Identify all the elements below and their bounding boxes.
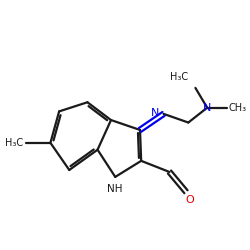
Text: CH₃: CH₃ [229, 103, 247, 113]
Text: H₃C: H₃C [5, 138, 23, 148]
Text: N: N [150, 108, 159, 118]
Text: NH: NH [108, 184, 123, 194]
Text: H₃C: H₃C [170, 72, 188, 82]
Text: O: O [185, 196, 194, 205]
Text: N: N [203, 103, 211, 113]
